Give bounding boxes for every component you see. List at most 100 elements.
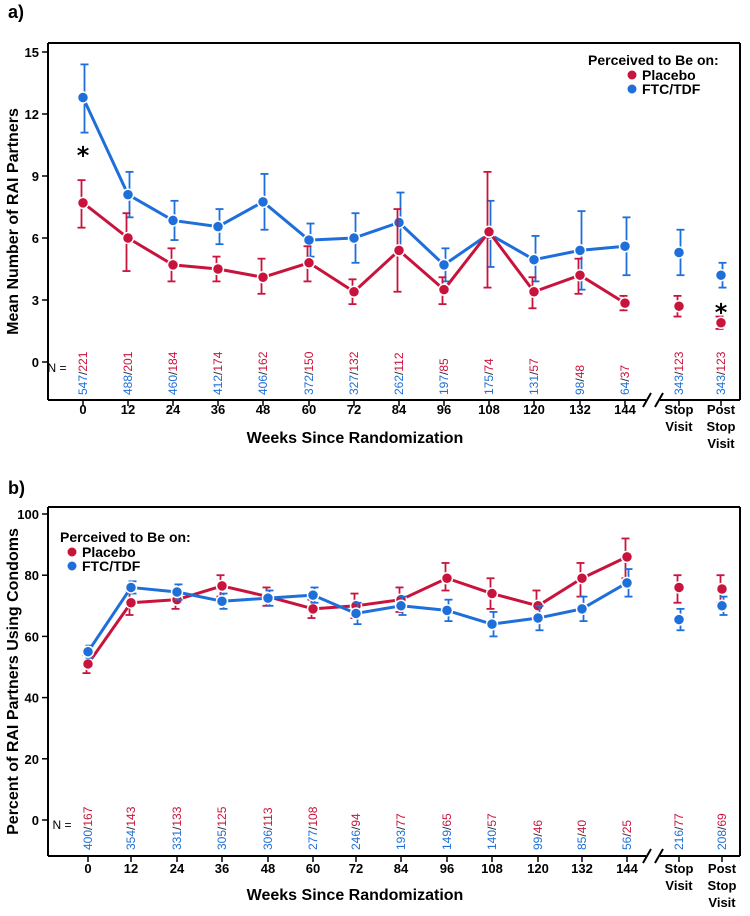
n-count-placebo: 40	[575, 820, 589, 834]
n-count-label: 140/57	[485, 813, 499, 850]
n-count-placebo: 37	[618, 365, 632, 379]
n-count-placebo: 162	[256, 351, 270, 371]
n-count-ftc: 460	[166, 375, 180, 395]
series-ftctdf	[76, 63, 728, 291]
n-count-label: 331/133	[170, 806, 184, 850]
n-count-placebo: 108	[306, 806, 320, 826]
n-count-label: 56/25	[620, 820, 634, 850]
legend-marker-ftc	[66, 560, 78, 572]
n-count-sep: /	[121, 371, 135, 375]
n-count-label: 216/77	[672, 813, 686, 850]
n-count-sep: /	[81, 826, 95, 830]
n-count-ftc: 305	[215, 830, 229, 850]
n-count-ftc: 197	[437, 375, 451, 395]
n-prefix: N =	[52, 818, 71, 832]
data-point	[347, 285, 361, 298]
data-point	[618, 296, 632, 310]
n-count-placebo: 113	[261, 807, 275, 826]
n-count-label: 460/184	[166, 351, 180, 395]
n-count-sep: /	[715, 826, 729, 830]
legend-marker-placebo	[626, 69, 638, 81]
n-count-ftc: 99	[531, 836, 545, 850]
axis-break-mark	[654, 848, 664, 864]
y-tick-label: 0	[32, 355, 39, 370]
n-count-sep: /	[620, 833, 634, 837]
data-point	[215, 579, 229, 593]
n-count-placebo: 133	[170, 806, 184, 826]
x-tick-label: 72	[349, 861, 363, 876]
n-count-sep: /	[672, 371, 686, 375]
n-count-placebo: 167	[81, 806, 95, 826]
x-tick-label: 24	[170, 861, 185, 876]
n-count-placebo: 112	[392, 352, 406, 371]
legend-label-ftc: FTC/TDF	[642, 81, 701, 97]
n-count-placebo: 65	[440, 813, 454, 827]
n-count-ftc: 262	[392, 375, 406, 395]
data-point	[347, 231, 361, 245]
n-count-sep: /	[575, 833, 589, 837]
x-tick-label: 84	[394, 861, 409, 876]
x-tick-label: 72	[347, 402, 361, 417]
data-point	[349, 607, 363, 620]
legend-label-placebo: Placebo	[642, 67, 696, 83]
data-point	[575, 602, 589, 616]
series-ftctdf	[81, 568, 729, 659]
n-count-sep: /	[714, 371, 728, 375]
n-count-placebo: 48	[573, 365, 587, 379]
x-tick-label: 132	[569, 402, 591, 417]
n-count-placebo: 123	[714, 351, 728, 371]
y-tick-label: 3	[32, 293, 39, 308]
n-count-ftc: 140	[485, 830, 499, 850]
x-tick-label: 12	[121, 402, 135, 417]
n-count-label: 406/162	[256, 351, 270, 395]
y-tick-label: 60	[25, 629, 39, 644]
legend-marker-ftc	[626, 83, 638, 95]
data-point	[620, 576, 634, 590]
legend-label-ftc: FTC/TDF	[82, 558, 141, 574]
n-prefix: N =	[47, 361, 66, 375]
x-tick-label: 96	[440, 861, 454, 876]
n-count-label: 193/77	[394, 813, 408, 850]
x-tick-label: 48	[261, 861, 275, 876]
x-tick-label: 84	[392, 402, 407, 417]
n-count-sep: /	[392, 371, 406, 375]
n-count-placebo: 69	[715, 813, 729, 827]
n-count-label: 262/112	[392, 352, 406, 395]
n-count-placebo: 74	[482, 358, 496, 372]
n-count-sep: /	[394, 826, 408, 830]
n-count-placebo: 57	[527, 358, 541, 372]
n-count-label: 400/167	[81, 806, 95, 850]
y-tick-label: 12	[25, 107, 39, 122]
x-tick-label: 108	[478, 402, 500, 417]
n-count-ftc: 306	[261, 830, 275, 850]
legend-marker-placebo	[66, 546, 78, 558]
n-count-label: 412/174	[211, 351, 225, 395]
significance-star: *	[77, 141, 90, 169]
n-count-label: 306/113	[261, 807, 275, 850]
n-count-label: 99/46	[531, 820, 545, 850]
data-point	[573, 244, 587, 257]
legend-label-placebo: Placebo	[82, 544, 136, 560]
n-count-label: 343/123	[714, 351, 728, 395]
n-count-ftc: 193	[394, 830, 408, 850]
data-point	[437, 283, 451, 296]
legend-title: Perceived to Be on:	[588, 52, 719, 68]
data-point	[531, 611, 545, 625]
data-point	[672, 299, 686, 313]
n-count-placebo: 143	[124, 806, 138, 826]
data-point	[76, 91, 90, 104]
x-tick-label: 96	[437, 402, 451, 417]
axis-break-mark	[642, 392, 652, 408]
n-count-sep: /	[256, 371, 270, 375]
n-count-sep: /	[437, 371, 451, 375]
n-count-label: 131/57	[527, 358, 541, 395]
n-count-placebo: 85	[437, 358, 451, 372]
data-point	[256, 271, 270, 284]
n-count-placebo: 94	[349, 813, 363, 827]
x-tick-label: Stop	[708, 878, 737, 893]
data-point	[715, 599, 729, 613]
x-tick-label: Stop	[665, 402, 694, 417]
n-count-sep: /	[170, 826, 184, 830]
